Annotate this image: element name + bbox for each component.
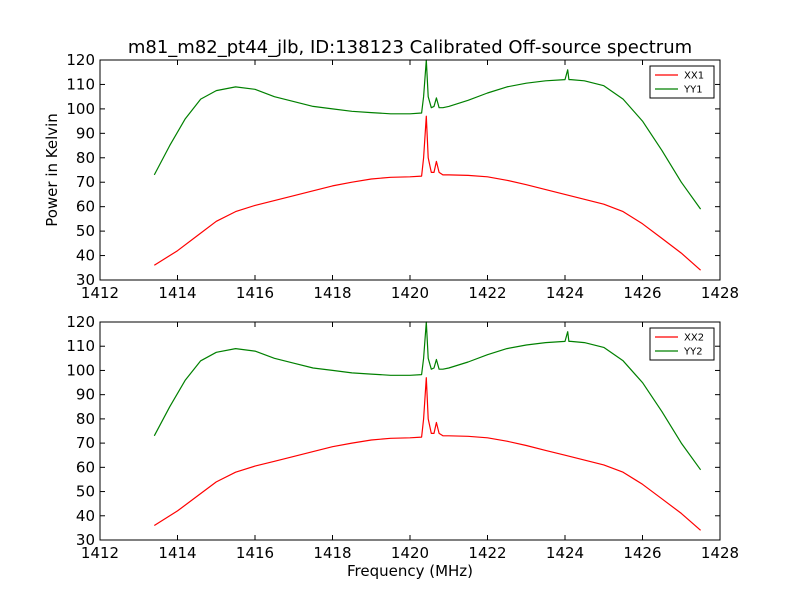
x-tick-label: 1418 xyxy=(313,544,351,562)
x-tick-label: 1416 xyxy=(236,544,274,562)
x-tick-label: 1412 xyxy=(81,544,119,562)
y-tick-label: 80 xyxy=(76,149,95,167)
legend-label-xx1: XX1 xyxy=(684,71,704,82)
y-tick-label: 60 xyxy=(76,458,95,476)
legend-box xyxy=(649,327,715,361)
y-tick-label: 90 xyxy=(76,386,95,404)
series-line-xx2 xyxy=(153,377,701,531)
y-tick-label: 120 xyxy=(66,51,95,69)
y-tick-label: 80 xyxy=(76,410,95,428)
y-tick-label: 70 xyxy=(76,434,95,452)
y-tick-label: 100 xyxy=(66,361,95,379)
legend-box xyxy=(649,65,715,99)
y-tick-label: 40 xyxy=(76,507,95,525)
x-tick-label: 1428 xyxy=(701,544,739,562)
y-tick-label: 110 xyxy=(66,337,95,355)
y-tick-label: 50 xyxy=(76,222,95,240)
x-tick-label: 1422 xyxy=(468,284,506,302)
y-tick-label: 110 xyxy=(66,75,95,93)
x-tick-label: 1420 xyxy=(391,284,429,302)
y-tick-label: 90 xyxy=(76,124,95,142)
y-tick-label: 100 xyxy=(66,100,95,118)
legend-label-yy2: YY2 xyxy=(683,347,703,358)
y-tick-label: 30 xyxy=(76,531,95,549)
y-tick-label: 40 xyxy=(76,247,95,265)
y-tick-label: 60 xyxy=(76,198,95,216)
x-tick-label: 1414 xyxy=(158,544,196,562)
x-tick-label: 1412 xyxy=(81,284,119,302)
y-tick-label: 30 xyxy=(76,271,95,289)
x-axis-label: Frequency (MHz) xyxy=(347,562,473,580)
series-line-xx1 xyxy=(153,115,701,271)
x-tick-label: 1426 xyxy=(623,284,661,302)
x-tick-label: 1416 xyxy=(236,284,274,302)
x-tick-label: 1420 xyxy=(391,544,429,562)
x-tick-label: 1418 xyxy=(313,284,351,302)
series-line-yy2 xyxy=(153,321,702,471)
legend-label-yy1: YY1 xyxy=(683,85,703,96)
series-line-yy1 xyxy=(153,59,702,210)
chart-panel-1: 1412 1414 1416 1418 1420 1422 1424 1426 1428 30 40… xyxy=(43,51,739,302)
y-axis-label: Power in Kelvin xyxy=(43,113,61,227)
panels: 1412 1414 1416 1418 1420 1422 1424 1426 1428 30 40… xyxy=(43,51,739,580)
chart-panel-2: 1412 1414 1416 1418 1420 1422 1424 1426 1428 30 40… xyxy=(66,313,739,580)
x-tick-label: 1428 xyxy=(701,284,739,302)
y-tick-label: 120 xyxy=(66,313,95,331)
figure-title: m81_m82_pt44_jlb, ID:138123 Calibrated O… xyxy=(128,37,692,58)
y-tick-label: 70 xyxy=(76,173,95,191)
x-tick-label: 1426 xyxy=(623,544,661,562)
legend-label-xx2: XX2 xyxy=(684,333,704,344)
x-tick-label: 1422 xyxy=(468,544,506,562)
y-tick-label: 50 xyxy=(76,483,95,501)
x-tick-label: 1424 xyxy=(546,544,584,562)
x-tick-label: 1414 xyxy=(158,284,196,302)
x-tick-label: 1424 xyxy=(546,284,584,302)
